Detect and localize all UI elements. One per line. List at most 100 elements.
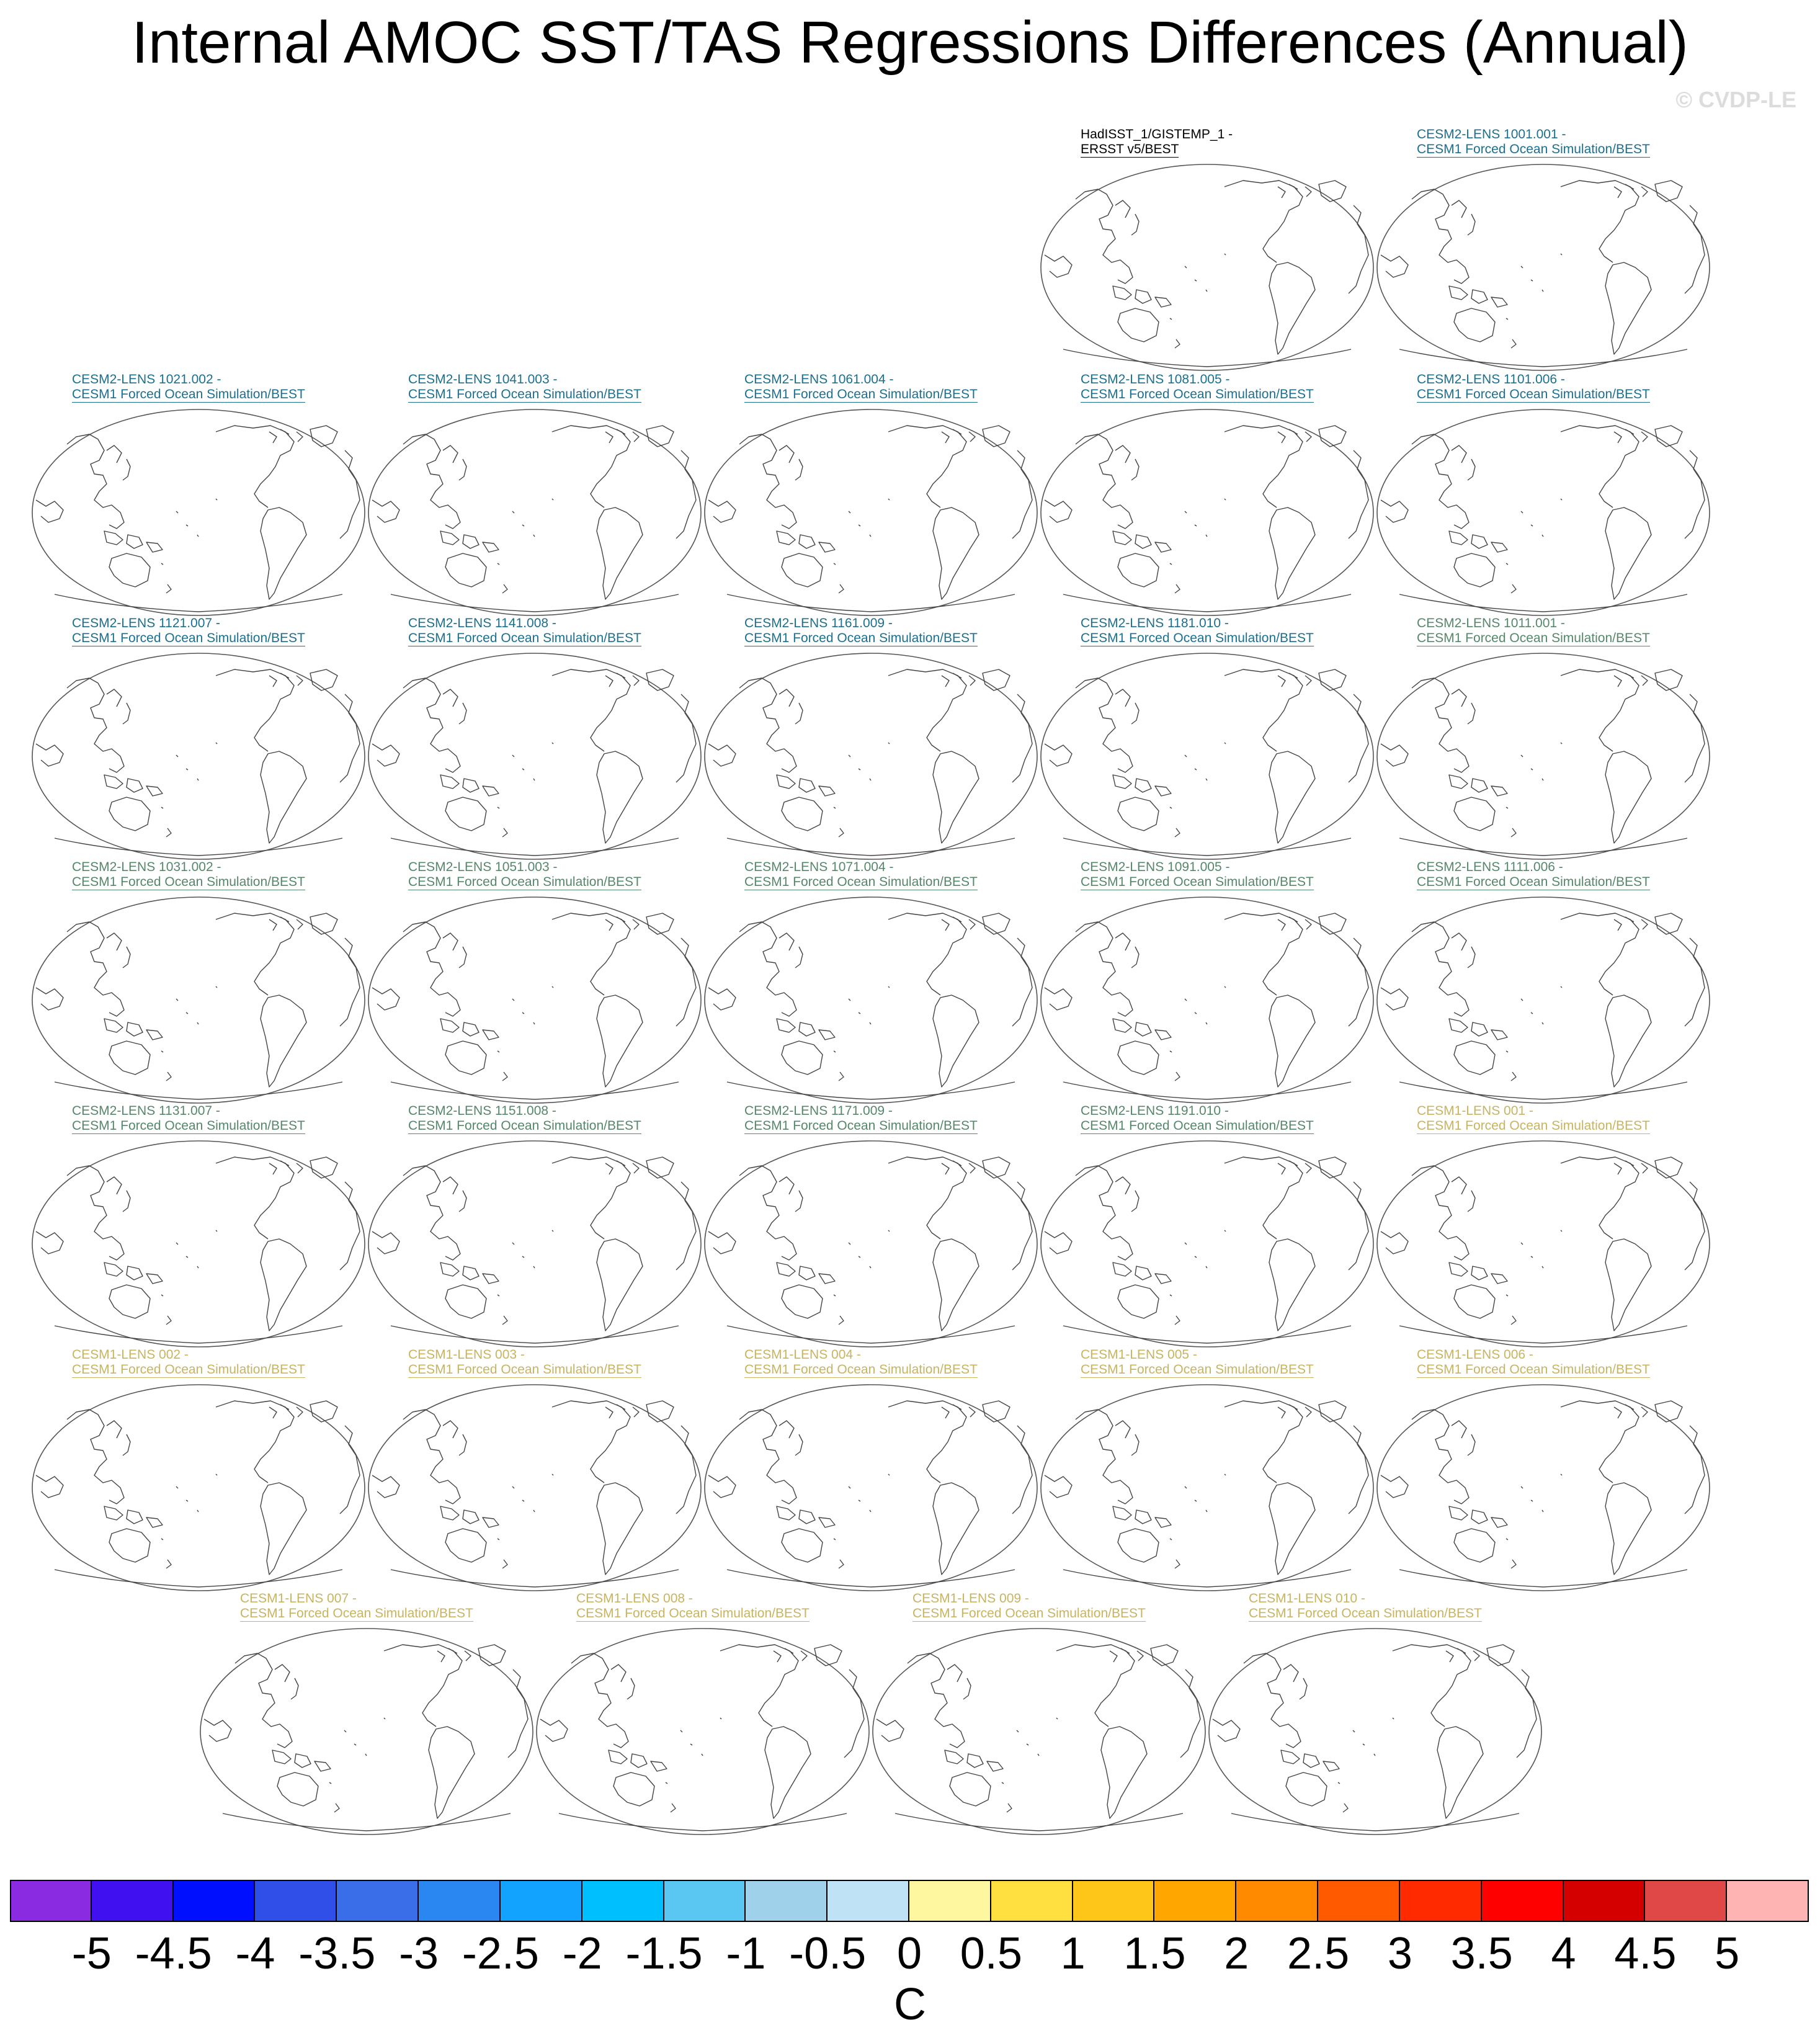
- panel-label-line1: CESM1-LENS 001 -: [1417, 1104, 1533, 1118]
- world-map: [536, 1628, 870, 1835]
- panel-label: CESM2-LENS 1011.001 - CESM1 Forced Ocean …: [1417, 616, 1650, 646]
- panel-label-line2: CESM1 Forced Ocean Simulation/BEST: [240, 1606, 473, 1622]
- world-map: [1376, 896, 1710, 1104]
- map-panel-cesm2-lens-1031-002: CESM2-LENS 1031.002 - CESM1 Forced Ocean …: [30, 860, 368, 1105]
- panel-label: CESM2-LENS 1081.005 - CESM1 Forced Ocean …: [1081, 372, 1314, 403]
- colorbar-tick-label: -1.5: [625, 1929, 703, 1978]
- panel-label-line2: CESM1 Forced Ocean Simulation/BEST: [1081, 631, 1314, 646]
- map-panel-cesm1-lens-009: CESM1-LENS 009 - CESM1 Forced Ocean Simul…: [870, 1591, 1208, 1836]
- panel-label-line2: CESM1 Forced Ocean Simulation/BEST: [576, 1606, 810, 1622]
- panel-label-line1: CESM1-LENS 010 -: [1249, 1591, 1365, 1606]
- panel-label: CESM2-LENS 1171.009 - CESM1 Forced Ocean …: [744, 1104, 978, 1134]
- colorbar-box: [1318, 1880, 1400, 1922]
- colorbar-box: [91, 1880, 174, 1922]
- colorbar-tick-label: 2: [1224, 1929, 1249, 1978]
- panel-label-line1: CESM2-LENS 1011.001 -: [1417, 616, 1565, 630]
- colorbar-box: [991, 1880, 1073, 1922]
- panel-label-line1: CESM2-LENS 1191.010 -: [1081, 1104, 1229, 1118]
- map-panel-cesm1-lens-004: CESM1-LENS 004 - CESM1 Forced Ocean Simul…: [702, 1347, 1040, 1593]
- panel-label-line1: CESM2-LENS 1021.002 -: [72, 372, 221, 387]
- world-map: [704, 409, 1038, 616]
- colorbar-tick-label: 0: [896, 1929, 922, 1978]
- colorbar-box: [1154, 1880, 1237, 1922]
- map-panel-cesm1-lens-005: CESM1-LENS 005 - CESM1 Forced Ocean Simul…: [1038, 1347, 1376, 1593]
- panel-label: CESM1-LENS 001 - CESM1 Forced Ocean Simul…: [1417, 1104, 1650, 1134]
- panel-label-line1: CESM2-LENS 1171.009 -: [744, 1104, 893, 1118]
- panel-label-line1: CESM2-LENS 1141.008 -: [408, 616, 556, 630]
- world-map: [704, 896, 1038, 1104]
- map-panel-cesm2-lens-1191-010: CESM2-LENS 1191.010 - CESM1 Forced Ocean …: [1038, 1104, 1376, 1349]
- panel-label-line2: CESM1 Forced Ocean Simulation/BEST: [1417, 1362, 1650, 1378]
- panel-label: CESM2-LENS 1161.009 - CESM1 Forced Ocean …: [744, 616, 978, 646]
- colorbar-box: [1236, 1880, 1319, 1922]
- colorbar-box: [173, 1880, 256, 1922]
- colorbar-box: [1481, 1880, 1564, 1922]
- panel-label-line2: CESM1 Forced Ocean Simulation/BEST: [408, 631, 641, 646]
- panel-label-line1: CESM2-LENS 1181.010 -: [1081, 616, 1229, 630]
- panel-label-line2: CESM1 Forced Ocean Simulation/BEST: [408, 387, 641, 403]
- colorbar-tick-label: -4.5: [135, 1929, 212, 1978]
- colorbar-tick-label: 3: [1387, 1929, 1412, 1978]
- panel-label-line1: CESM2-LENS 1111.006 -: [1417, 860, 1563, 874]
- colorbar-box: [419, 1880, 501, 1922]
- panel-label-line1: CESM2-LENS 1151.008 -: [408, 1104, 556, 1118]
- world-map: [200, 1628, 533, 1835]
- panel-label: CESM2-LENS 1021.002 - CESM1 Forced Ocean …: [72, 372, 305, 403]
- panel-label: CESM1-LENS 004 - CESM1 Forced Ocean Simul…: [744, 1347, 978, 1378]
- world-map: [1040, 409, 1374, 616]
- panel-label-line1: HadISST_1/GISTEMP_1 -: [1081, 127, 1233, 141]
- colorbar-tick-label: 1.5: [1123, 1929, 1186, 1978]
- panel-label-line2: CESM1 Forced Ocean Simulation/BEST: [1417, 387, 1650, 403]
- panel-label-line2: CESM1 Forced Ocean Simulation/BEST: [1417, 142, 1650, 158]
- world-map: [1040, 896, 1374, 1104]
- colorbar-box: [827, 1880, 909, 1922]
- panel-label: CESM2-LENS 1031.002 - CESM1 Forced Ocean …: [72, 860, 305, 890]
- colorbar-tick-label: 5: [1715, 1929, 1740, 1978]
- world-map: [32, 409, 365, 616]
- panel-label: CESM2-LENS 1151.008 - CESM1 Forced Ocean …: [408, 1104, 641, 1134]
- colorbar-tick-label: -2: [562, 1929, 602, 1978]
- colorbar-box: [1399, 1880, 1482, 1922]
- colorbar-box: [664, 1880, 746, 1922]
- panel-label-line2: CESM1 Forced Ocean Simulation/BEST: [408, 1119, 641, 1134]
- panel-label-line1: CESM1-LENS 007 -: [240, 1591, 357, 1606]
- world-map: [1040, 1384, 1374, 1591]
- colorbar-box: [337, 1880, 419, 1922]
- world-map: [872, 1628, 1206, 1835]
- map-panel-cesm2-lens-1071-004: CESM2-LENS 1071.004 - CESM1 Forced Ocean …: [702, 860, 1040, 1105]
- world-map: [368, 409, 702, 616]
- colorbar-box: [1645, 1880, 1728, 1922]
- panel-label-line2: CESM1 Forced Ocean Simulation/BEST: [1081, 1362, 1314, 1378]
- colorbar-tick-label: -5: [71, 1929, 112, 1978]
- map-panel-cesm1-lens-002: CESM1-LENS 002 - CESM1 Forced Ocean Simul…: [30, 1347, 368, 1593]
- panel-label-line1: CESM2-LENS 1091.005 -: [1081, 860, 1230, 874]
- panel-label-line1: CESM1-LENS 008 -: [576, 1591, 693, 1606]
- world-map: [1376, 409, 1710, 616]
- map-panel-cesm2-lens-1151-008: CESM2-LENS 1151.008 - CESM1 Forced Ocean …: [366, 1104, 704, 1349]
- map-panel-cesm1-lens-008: CESM1-LENS 008 - CESM1 Forced Ocean Simul…: [534, 1591, 872, 1836]
- map-panel-cesm1-lens-003: CESM1-LENS 003 - CESM1 Forced Ocean Simul…: [366, 1347, 704, 1593]
- panel-label-line2: CESM1 Forced Ocean Simulation/BEST: [1249, 1606, 1482, 1622]
- colorbar-box: [746, 1880, 828, 1922]
- panel-label-line2: CESM1 Forced Ocean Simulation/BEST: [1417, 1119, 1650, 1134]
- panel-label-line1: CESM1-LENS 002 -: [72, 1347, 189, 1362]
- world-map: [1040, 164, 1374, 371]
- colorbar-box: [582, 1880, 664, 1922]
- panel-label-line2: CESM1 Forced Ocean Simulation/BEST: [408, 875, 641, 890]
- colorbar-tick-label: -0.5: [789, 1929, 867, 1978]
- panel-label: CESM2-LENS 1061.004 - CESM1 Forced Ocean …: [744, 372, 978, 403]
- colorbar-tick-label: 3.5: [1450, 1929, 1513, 1978]
- map-panel-cesm1-lens-001: CESM1-LENS 001 - CESM1 Forced Ocean Simul…: [1375, 1104, 1713, 1349]
- panel-label: CESM2-LENS 1051.003 - CESM1 Forced Ocean …: [408, 860, 641, 890]
- panel-label: CESM2-LENS 1141.008 - CESM1 Forced Ocean …: [408, 616, 641, 646]
- panel-label: CESM1-LENS 005 - CESM1 Forced Ocean Simul…: [1081, 1347, 1314, 1378]
- panel-label-line2: CESM1 Forced Ocean Simulation/BEST: [744, 1362, 978, 1378]
- panel-label: CESM2-LENS 1191.010 - CESM1 Forced Ocean …: [1081, 1104, 1314, 1134]
- figure-title: Internal AMOC SST/TAS Regressions Differ…: [132, 9, 1688, 76]
- panel-label: CESM1-LENS 007 - CESM1 Forced Ocean Simul…: [240, 1591, 473, 1622]
- world-map: [32, 653, 365, 860]
- panel-label-line1: CESM1-LENS 006 -: [1417, 1347, 1533, 1362]
- panel-label-line1: CESM2-LENS 1061.004 -: [744, 372, 894, 387]
- colorbar-unit: C: [894, 1980, 926, 2029]
- colorbar-tick-label: -1: [726, 1929, 766, 1978]
